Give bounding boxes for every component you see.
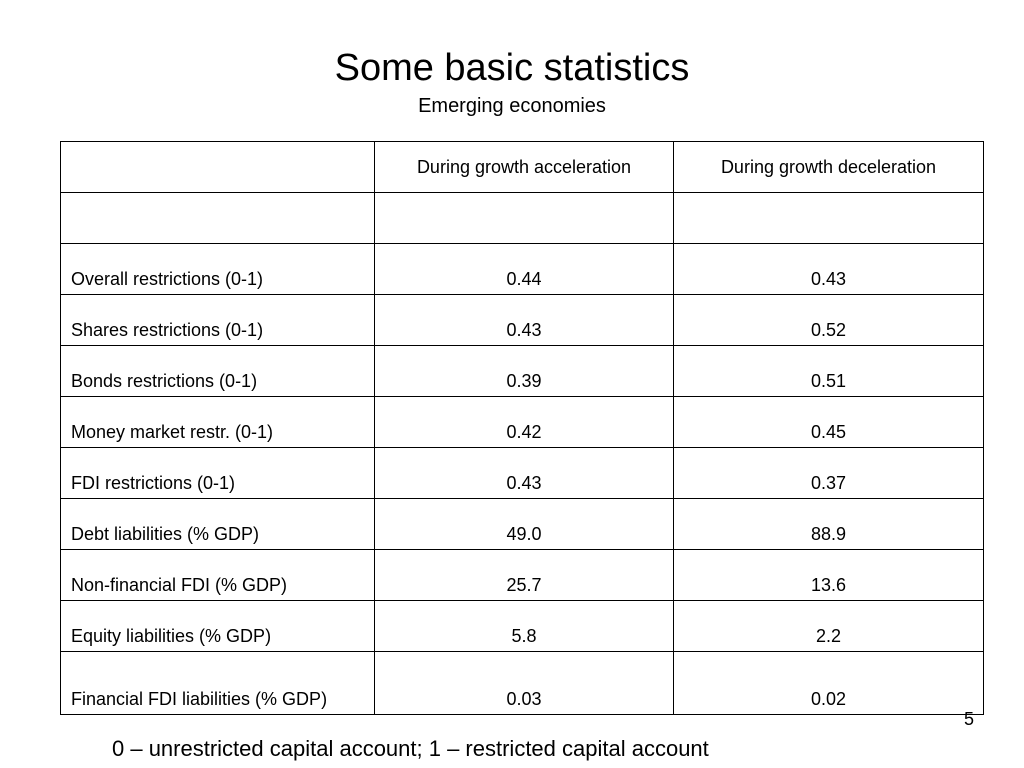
row-label: Financial FDI liabilities (% GDP) xyxy=(60,651,375,715)
deceleration-value: 2.2 xyxy=(673,600,984,652)
row-label: Overall restrictions (0-1) xyxy=(60,243,375,295)
header-cell-deceleration: During growth deceleration xyxy=(673,141,984,193)
table-row: Money market restr. (0-1) 0.42 0.45 xyxy=(60,396,984,448)
table-header-row: During growth acceleration During growth… xyxy=(60,141,984,193)
deceleration-value: 0.51 xyxy=(673,345,984,397)
header-cell-empty xyxy=(60,141,375,193)
row-label: FDI restrictions (0-1) xyxy=(60,447,375,499)
table-row: Overall restrictions (0-1) 0.44 0.43 xyxy=(60,243,984,295)
deceleration-value: 13.6 xyxy=(673,549,984,601)
row-label: Bonds restrictions (0-1) xyxy=(60,345,375,397)
acceleration-value: 0.03 xyxy=(374,651,674,715)
acceleration-value: 49.0 xyxy=(374,498,674,550)
statistics-table: During growth acceleration During growth… xyxy=(60,141,984,715)
acceleration-value: 0.43 xyxy=(374,294,674,346)
acceleration-value: 0.42 xyxy=(374,396,674,448)
row-label: Non-financial FDI (% GDP) xyxy=(60,549,375,601)
empty-cell xyxy=(60,192,375,244)
row-label: Debt liabilities (% GDP) xyxy=(60,498,375,550)
empty-cell xyxy=(673,192,984,244)
slide-subtitle: Emerging economies xyxy=(418,95,606,117)
acceleration-value: 25.7 xyxy=(374,549,674,601)
table-row: Non-financial FDI (% GDP) 25.7 13.6 xyxy=(60,549,984,601)
table-row: Debt liabilities (% GDP) 49.0 88.9 xyxy=(60,498,984,550)
deceleration-value: 0.43 xyxy=(673,243,984,295)
row-label: Shares restrictions (0-1) xyxy=(60,294,375,346)
table-empty-row xyxy=(60,192,984,244)
table-row: Bonds restrictions (0-1) 0.39 0.51 xyxy=(60,345,984,397)
acceleration-value: 0.39 xyxy=(374,345,674,397)
footnote: 0 – unrestricted capital account; 1 – re… xyxy=(112,736,709,761)
table-row: FDI restrictions (0-1) 0.43 0.37 xyxy=(60,447,984,499)
slide-title: Some basic statistics xyxy=(334,47,690,89)
page-number: 5 xyxy=(963,709,974,729)
acceleration-value: 0.44 xyxy=(374,243,674,295)
deceleration-value: 0.52 xyxy=(673,294,984,346)
deceleration-value: 88.9 xyxy=(673,498,984,550)
empty-cell xyxy=(374,192,674,244)
deceleration-value: 0.37 xyxy=(673,447,984,499)
deceleration-value: 0.45 xyxy=(673,396,984,448)
header-cell-acceleration: During growth acceleration xyxy=(374,141,674,193)
table-row: Financial FDI liabilities (% GDP) 0.03 0… xyxy=(60,651,984,715)
table-row: Equity liabilities (% GDP) 5.8 2.2 xyxy=(60,600,984,652)
table-row: Shares restrictions (0-1) 0.43 0.52 xyxy=(60,294,984,346)
acceleration-value: 0.43 xyxy=(374,447,674,499)
deceleration-value: 0.02 xyxy=(673,651,984,715)
row-label: Equity liabilities (% GDP) xyxy=(60,600,375,652)
row-label: Money market restr. (0-1) xyxy=(60,396,375,448)
acceleration-value: 5.8 xyxy=(374,600,674,652)
